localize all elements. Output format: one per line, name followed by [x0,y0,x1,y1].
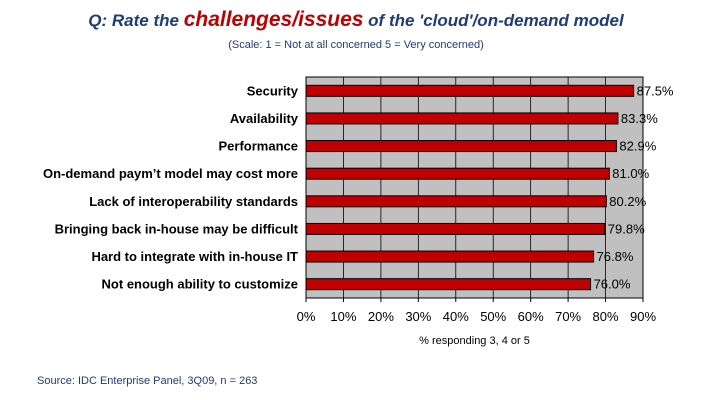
x-tick-label: 30% [405,309,431,324]
bar [305,140,617,153]
category-label: Availability [230,111,299,126]
x-tick-label: 90% [630,309,656,324]
bar [305,250,595,263]
chart-title: Q: Rate the challenges/issues of the 'cl… [0,8,712,32]
bar [305,112,619,125]
category-label: Security [247,83,299,98]
category-label: Lack of interoperability standards [89,194,298,209]
data-label: 87.5% [637,83,674,98]
bar [305,167,610,180]
category-label: Not enough ability to customize [102,277,298,292]
x-tick-label: 70% [555,309,581,324]
data-label: 83.3% [621,111,658,126]
category-label: On-demand paym’t model may cost more [43,166,298,181]
bar [305,195,607,208]
x-tick-label: 10% [330,309,356,324]
x-tick-label: 0% [297,309,316,324]
source-note: Source: IDC Enterprise Panel, 3Q09, n = … [37,375,258,387]
bar [305,84,635,97]
x-tick-label: 80% [593,309,619,324]
title-suffix: of the 'cloud'/on-demand model [363,11,624,30]
chart-subtitle: (Scale: 1 = Not at all concerned 5 = Ver… [228,39,484,51]
x-tick-label: 60% [518,309,544,324]
x-tick-label: 20% [368,309,394,324]
data-label: 80.2% [609,194,646,209]
title-highlight: challenges/issues [183,8,364,31]
data-label: 82.9% [619,139,656,154]
data-label: 76.0% [594,277,631,292]
title-prefix: Q: Rate the [88,11,184,30]
x-tick-label: 40% [443,309,469,324]
bar [305,278,592,291]
data-label: 76.8% [597,249,634,264]
x-axis-title: % responding 3, 4 or 5 [419,335,530,347]
data-label: 81.0% [612,166,649,181]
data-label: 79.8% [608,221,645,236]
category-label: Hard to integrate with in-house IT [91,249,298,264]
plot-area [305,76,644,299]
bar [305,222,606,235]
category-label: Bringing back in-house may be difficult [55,221,299,236]
x-tick-label: 50% [480,309,506,324]
category-label: Performance [219,139,298,154]
